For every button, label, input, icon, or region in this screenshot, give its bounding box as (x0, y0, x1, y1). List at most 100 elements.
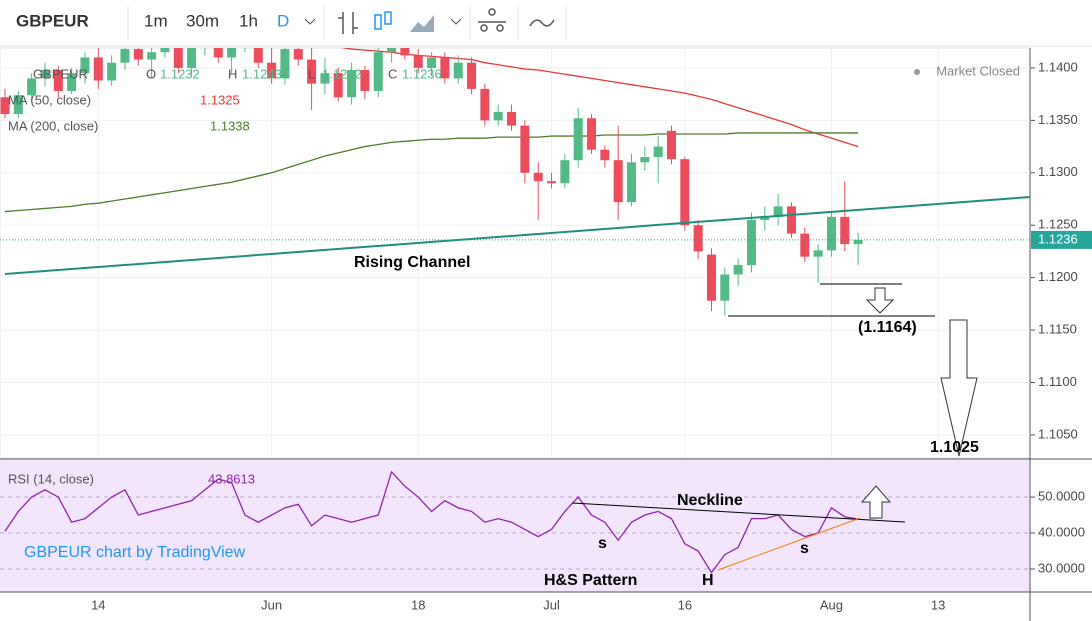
x-tick-label: Jul (543, 597, 560, 612)
candle-body (587, 118, 597, 150)
annotation: 1.1025 (930, 439, 979, 456)
candle-body (746, 219, 756, 266)
down-arrow (865, 287, 895, 314)
candle-body (227, 48, 237, 58)
candle-body (53, 70, 63, 91)
y-tick-label: 50.0000 (1038, 488, 1085, 503)
candle-body (640, 157, 650, 163)
candle-body (13, 95, 23, 115)
candle-body (826, 216, 836, 251)
candle-body (480, 88, 490, 121)
area-icon[interactable] (410, 15, 434, 32)
annotation: s (598, 535, 607, 552)
candle-body (560, 160, 570, 184)
candle-body (520, 125, 530, 173)
candle-body (547, 181, 557, 184)
ohlc-value: 1.1243 (242, 66, 282, 81)
candle-body (693, 225, 703, 252)
candle-body (160, 48, 170, 53)
ohlc-value: 1.1236 (402, 66, 442, 81)
annotation: Neckline (677, 492, 743, 509)
candle-body (373, 52, 383, 91)
candles-icon[interactable] (374, 11, 392, 30)
y-tick-label: 1.1400 (1038, 59, 1078, 74)
candle-body (307, 59, 317, 84)
rsi-value: 43.8613 (208, 471, 255, 486)
candle-body (40, 70, 50, 79)
candle-body (440, 57, 450, 79)
ma50-name: MA (50, close) (8, 92, 91, 107)
trend-line (717, 517, 861, 571)
toolbar (0, 0, 1092, 46)
x-tick-label: 13 (931, 597, 945, 612)
candle-body (347, 70, 357, 98)
interval[interactable]: D (277, 11, 289, 30)
down-arrow (940, 319, 978, 457)
candle-body (93, 57, 103, 81)
candle-body (840, 216, 850, 245)
candle-body (507, 111, 517, 126)
watermark: GBPEUR chart by TradingView (24, 544, 246, 561)
up-arrow (860, 485, 892, 519)
candle-body (293, 49, 303, 60)
toolbar-symbol[interactable]: GBPEUR (16, 11, 89, 30)
ohlc-value: 1.1232 (160, 66, 200, 81)
dropdown-icon[interactable] (304, 18, 316, 25)
ohlc-value: 1.1212 (322, 66, 362, 81)
annotation: H (702, 572, 714, 589)
interval[interactable]: 1h (239, 11, 258, 30)
candle-body (280, 49, 290, 79)
candle-body (253, 48, 263, 63)
ma200-name: MA (200, close) (8, 118, 98, 133)
y-tick-label: 1.1150 (1038, 322, 1077, 337)
neckline (571, 502, 906, 523)
x-tick-label: 16 (678, 597, 692, 612)
candle-body (27, 78, 37, 96)
annotation: H&S Pattern (544, 572, 637, 589)
candle-body (387, 48, 397, 53)
annotation: Rising Channel (354, 254, 470, 271)
ohlc-letter: C (388, 66, 397, 81)
candle-body (333, 73, 343, 98)
candle-body (773, 206, 783, 217)
bars-icon[interactable] (338, 12, 358, 34)
compare-icon[interactable] (529, 19, 555, 27)
series-line (4, 132, 859, 213)
candle-body (533, 172, 543, 182)
drawings: Rising Channel (1.1164) 1.1025 Neckline … (4, 196, 1031, 589)
candle-body (427, 57, 437, 68)
ma50-value: 1.1325 (200, 92, 240, 107)
y-tick-label: 1.1100 (1038, 374, 1077, 389)
ohlc-letter: O (146, 66, 156, 81)
annotation: s (800, 540, 809, 557)
candle-body (133, 49, 143, 60)
candle-body (706, 254, 716, 301)
indicators-icon[interactable] (478, 8, 506, 32)
price-pane (0, 47, 1031, 459)
candle-body (67, 73, 77, 91)
y-tick-label: 40.0000 (1038, 524, 1085, 539)
last-price-label: 1.1236 (1038, 231, 1078, 246)
candle-body (413, 55, 423, 68)
x-tick-label: 18 (411, 597, 425, 612)
price-legend: GBPEUR O 1.1232 H 1.1243 L 1.1212 C 1.12… (8, 63, 1020, 133)
candle-body (800, 233, 810, 257)
y-tick-label: 1.1050 (1038, 426, 1078, 441)
status-dot (914, 69, 920, 75)
candle-body (720, 274, 730, 301)
interval[interactable]: 30m (186, 11, 219, 30)
candle-body (680, 159, 690, 226)
candle-body (653, 146, 663, 158)
interval[interactable]: 1m (144, 11, 168, 30)
rsi-legend: RSI (14, close) 43.8613 GBPEUR chart by … (8, 471, 255, 561)
candle-body (187, 48, 197, 68)
dropdown-icon[interactable] (450, 18, 462, 25)
candle-body (853, 239, 863, 245)
ohlc-letter: H (228, 66, 237, 81)
market-status: Market Closed (936, 63, 1020, 78)
candle-body (760, 216, 770, 220)
candle-body (573, 118, 583, 161)
candle-body (0, 97, 10, 115)
channel-line (4, 196, 1031, 275)
